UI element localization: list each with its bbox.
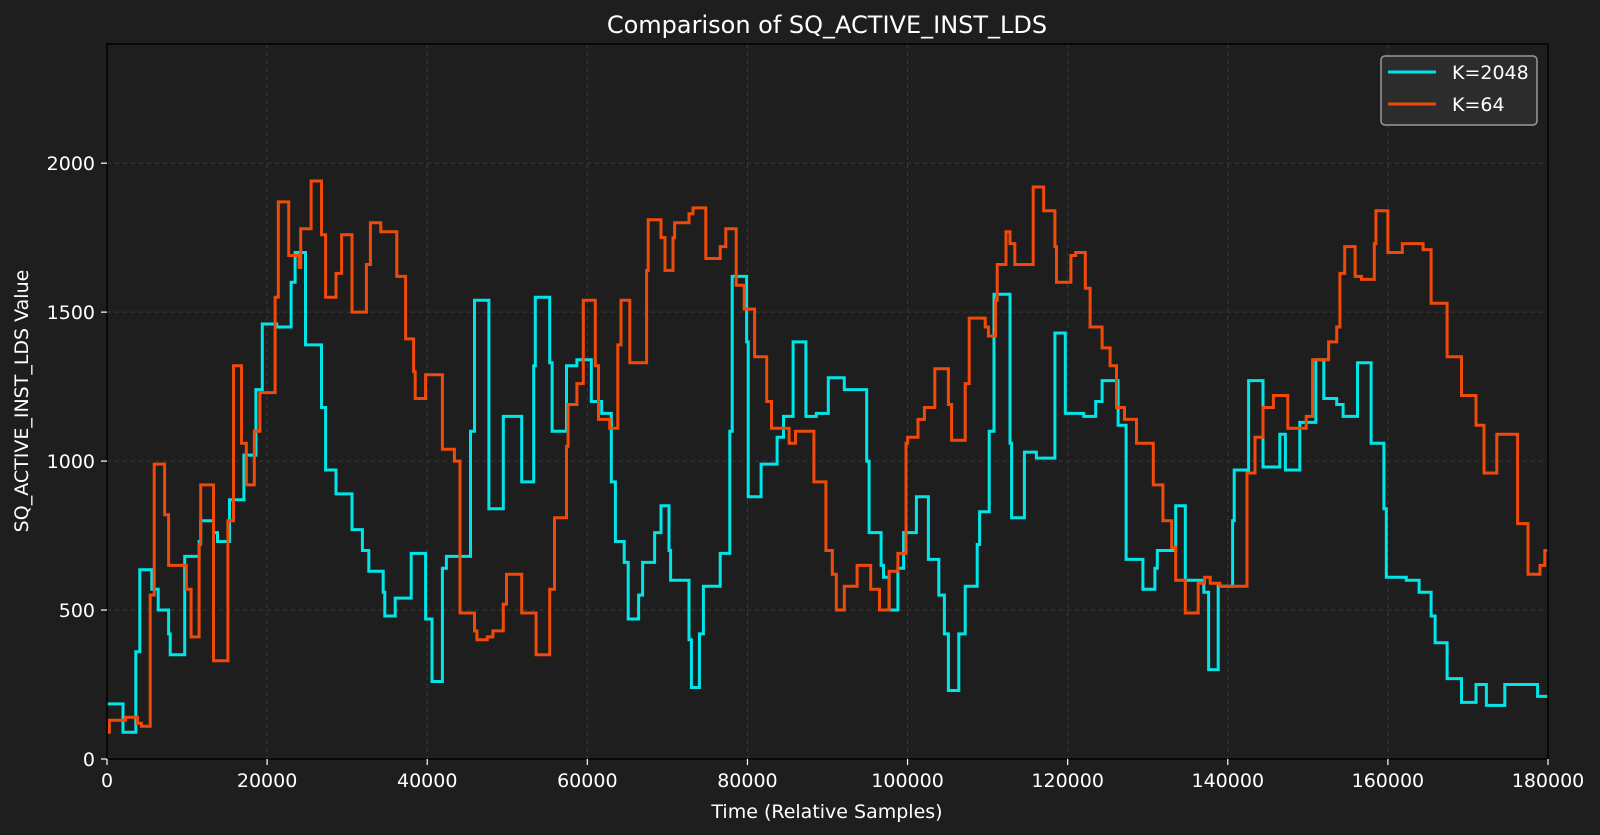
x-tick-label: 120000 — [1031, 770, 1104, 792]
y-tick-label: 0 — [83, 749, 95, 771]
plot-frame — [106, 43, 1549, 760]
y-tick-label: 1500 — [47, 302, 95, 324]
ticks: 0 20000 40000 60000 80000 100000 120000 140000 1… — [47, 153, 1585, 792]
x-tick-label: 180000 — [1512, 770, 1585, 792]
series-line-k64 — [107, 179, 1548, 734]
x-tick-label: 140000 — [1192, 770, 1265, 792]
chart-title: Comparison of SQ_ACTIVE_INST_LDS — [607, 11, 1047, 39]
x-tick-label: 80000 — [717, 770, 777, 792]
x-tick-label: 20000 — [237, 770, 297, 792]
x-tick-label: 100000 — [871, 770, 944, 792]
series-group — [107, 179, 1548, 734]
x-axis-label: Time (Relative Samples) — [710, 801, 942, 823]
x-tick-label: 60000 — [557, 770, 617, 792]
legend: K=2048 K=64 — [1380, 55, 1538, 126]
series-line-k2048 — [107, 251, 1548, 734]
x-tick-label: 160000 — [1352, 770, 1425, 792]
y-axis-label: SQ_ACTIVE_INST_LDS Value — [11, 270, 33, 533]
y-tick-label: 500 — [59, 600, 95, 622]
x-tick-label: 0 — [101, 770, 113, 792]
y-tick-label: 2000 — [47, 153, 95, 175]
legend-label-k64: K=64 — [1452, 94, 1505, 116]
x-tick-label: 40000 — [397, 770, 457, 792]
legend-label-k2048: K=2048 — [1452, 62, 1529, 84]
y-tick-label: 1000 — [47, 451, 95, 473]
